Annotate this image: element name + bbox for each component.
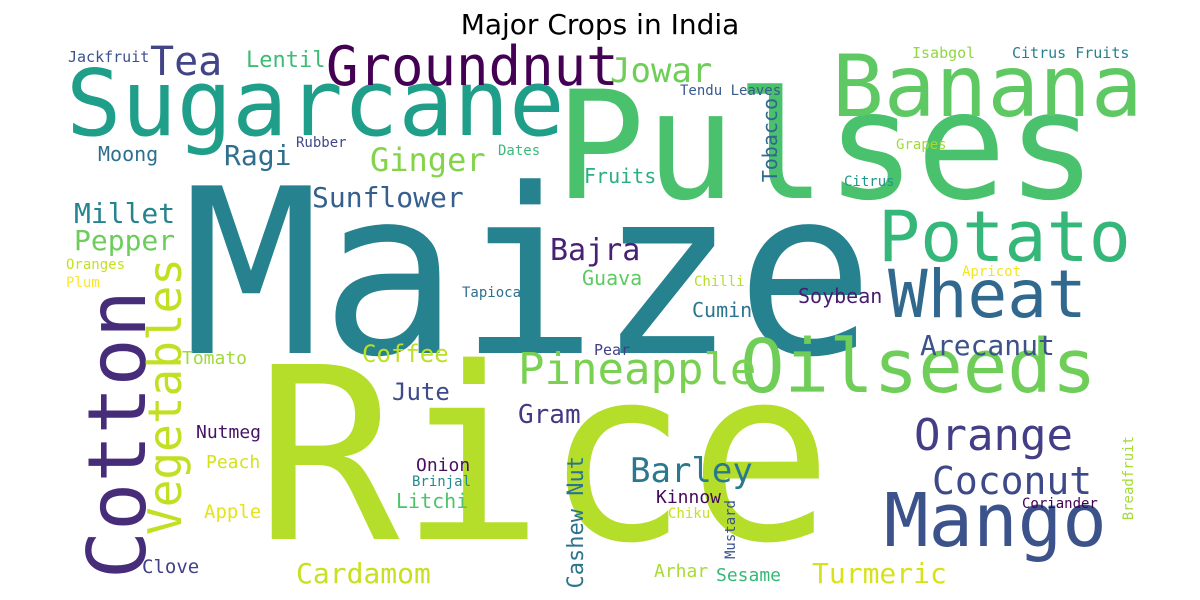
word-peach: Peach [206, 452, 261, 473]
word-rice: Rice [255, 316, 833, 596]
word-pepper: Pepper [74, 224, 176, 257]
word-millet: Millet [74, 197, 176, 230]
word-pineapple: Pineapple [518, 344, 757, 395]
word-mustard: Mustard [723, 500, 739, 560]
word-potato: Potato [878, 196, 1131, 278]
word-apple: Apple [204, 501, 262, 523]
word-turmeric: Turmeric [812, 557, 947, 590]
word-chilli: Chilli [694, 274, 745, 290]
word-wheat: Wheat [888, 256, 1087, 333]
word-nutmeg: Nutmeg [196, 422, 262, 443]
word-apricot: Apricot [962, 264, 1022, 280]
word-plum: Plum [66, 275, 100, 291]
word-ragi: Ragi [224, 139, 292, 172]
word-gram: Gram [518, 400, 581, 430]
word-clove: Clove [142, 556, 200, 578]
word-vegetables: Vegetables [138, 258, 192, 535]
word-breadfruit: Breadfruit [1121, 436, 1137, 521]
word-jackfruit: Jackfruit [68, 48, 150, 66]
word-coconut: Coconut [932, 459, 1093, 503]
word-rubber: Rubber [296, 135, 347, 151]
word-orange: Orange [914, 410, 1073, 461]
word-mango: Mango [884, 478, 1107, 564]
word-barley: Barley [630, 451, 753, 491]
word-sesame: Sesame [716, 565, 782, 586]
word-groundnut: Groundnut [326, 35, 619, 98]
word-soybean: Soybean [798, 284, 883, 308]
word-guava: Guava [582, 266, 643, 290]
word-moong: Moong [98, 142, 159, 166]
word-litchi: Litchi [396, 489, 469, 513]
word-maize: Maize [182, 141, 875, 408]
word-citrus: Citrus [844, 174, 895, 190]
word-banana: Banana [832, 37, 1143, 137]
word-fruits: Fruits [584, 164, 657, 188]
word-cashew-nut: Cashew Nut [564, 456, 589, 589]
word-oilseeds: Oilseeds [740, 324, 1097, 410]
word-pulses: Pulses [555, 60, 1097, 234]
word-bajra: Bajra [550, 233, 641, 268]
word-tea: Tea [150, 39, 223, 85]
word-coriander: Coriander [1022, 496, 1098, 512]
word-grapes: Grapes [896, 137, 947, 153]
word-citrus-fruits: Citrus Fruits [1012, 44, 1130, 62]
word-isabgol: Isabgol [912, 44, 976, 62]
word-arecanut: Arecanut [920, 329, 1055, 362]
word-ginger: Ginger [370, 141, 486, 179]
word-brinjal: Brinjal [412, 474, 472, 490]
word-sunflower: Sunflower [312, 181, 464, 214]
word-sugarcane: Sugarcane [66, 50, 565, 157]
word-chiku: Chiku [668, 506, 711, 522]
word-kinnow: Kinnow [656, 487, 722, 508]
chart-title: Major Crops in India [460, 8, 740, 41]
word-cumin: Cumin [692, 298, 753, 322]
word-tapioca: Tapioca [462, 285, 522, 301]
word-coffee: Coffee [362, 340, 449, 368]
word-onion: Onion [416, 455, 471, 476]
word-jowar: Jowar [610, 51, 713, 91]
word-pear: Pear [594, 341, 631, 359]
word-tobacco: Tobacco [758, 98, 782, 183]
word-cardamom: Cardamom [296, 557, 431, 590]
word-tendu-leaves: Tendu Leaves [680, 83, 782, 99]
word-lentil: Lentil [246, 48, 326, 73]
word-arhar: Arhar [654, 561, 709, 582]
word-jute: Jute [392, 378, 450, 406]
word-tomato: Tomato [182, 348, 248, 369]
word-oranges: Oranges [66, 257, 126, 273]
word-dates: Dates [498, 143, 541, 159]
